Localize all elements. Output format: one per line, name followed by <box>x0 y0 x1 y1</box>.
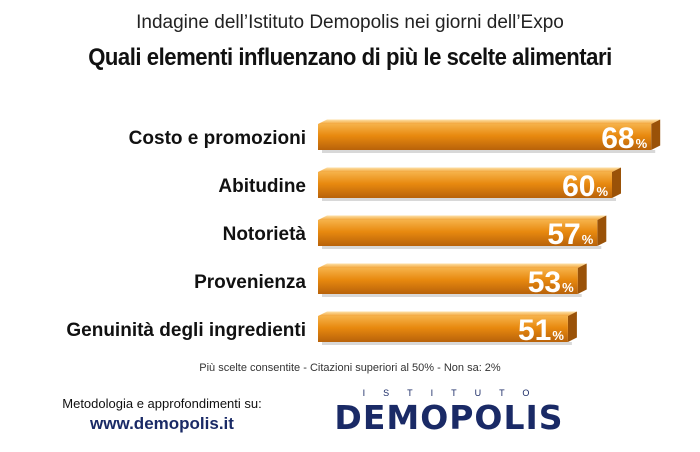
chart-subtitle: Indagine dell’Istituto Demopolis nei gio… <box>136 12 564 33</box>
data-label: 51% <box>518 314 564 347</box>
logo-main-text: DEMOPOLIS <box>334 398 564 437</box>
bar-side-face <box>612 167 621 198</box>
bar-shadow <box>322 342 572 345</box>
bar-top-face <box>318 167 621 172</box>
bar-top-face <box>318 119 661 124</box>
logo-top-text: ISTITUTO <box>362 388 548 398</box>
category-label: Provenienza <box>194 272 306 293</box>
bar-shadow <box>322 294 582 297</box>
bar-shadow <box>322 246 602 249</box>
bar-top-face <box>318 311 577 316</box>
category-label: Notorietà <box>223 224 307 245</box>
bar-side-face <box>651 119 661 150</box>
bar <box>318 172 612 198</box>
methodology-text: Metodologia e approfondimenti su: <box>62 396 262 411</box>
demopolis-logo: ISTITUTO DEMOPOLIS <box>318 388 580 438</box>
bar-side-face <box>597 215 607 246</box>
category-label: Costo e promozioni <box>129 128 306 149</box>
bar-side-face <box>567 311 577 342</box>
chart-title: Quali elementi influenzano di più le sce… <box>88 44 612 71</box>
bar-side-face <box>577 263 587 294</box>
bar-shadow <box>322 150 656 153</box>
bar <box>318 268 578 294</box>
website-link[interactable]: www.demopolis.it <box>90 414 234 433</box>
bar-top-face <box>318 215 607 220</box>
data-label: 60% <box>562 170 608 203</box>
data-label: 53% <box>528 266 574 299</box>
bar-top-face <box>318 263 587 268</box>
bar <box>318 220 598 246</box>
data-label: 57% <box>547 218 593 251</box>
category-label: Abitudine <box>218 176 306 197</box>
bar-chart: Costo e promozioni 68% Abitudine 60% Notorie… <box>66 119 661 347</box>
data-label: 68% <box>601 122 647 155</box>
bar <box>318 124 652 150</box>
footnote: Più scelte consentite - Citazioni superi… <box>199 362 501 374</box>
bar <box>318 316 568 342</box>
category-label: Genuinità degli ingredienti <box>66 320 306 341</box>
bar-shadow <box>322 198 616 201</box>
